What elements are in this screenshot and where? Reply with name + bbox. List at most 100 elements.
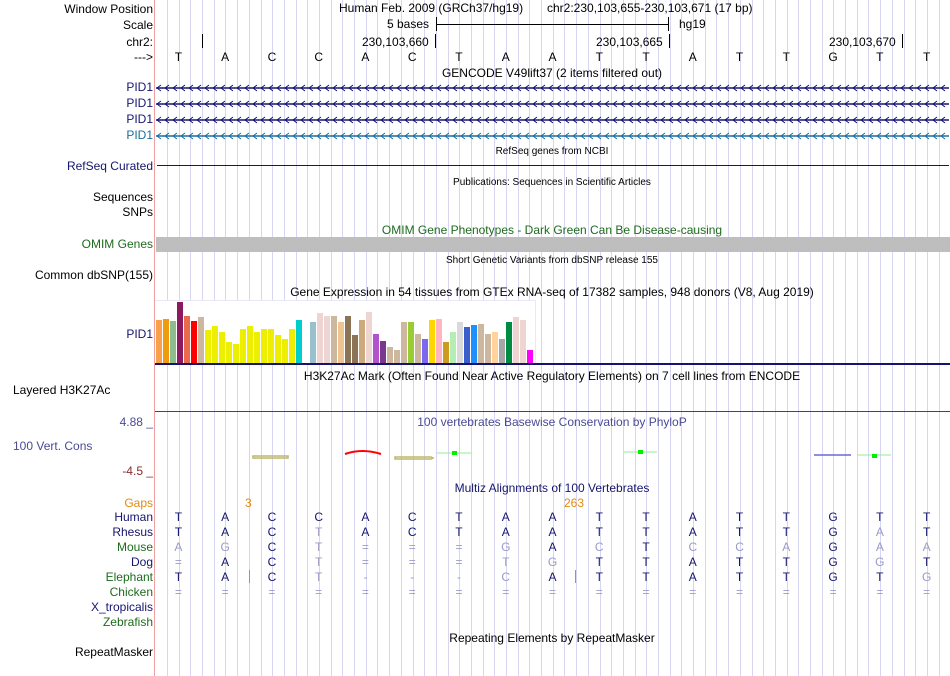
gencode-track-title[interactable]: GENCODE V49lift37 (2 items filtered out) (441, 66, 663, 80)
gencode-gene-arrow[interactable] (156, 82, 949, 94)
species-label[interactable]: Rhesus (112, 525, 153, 539)
species-label[interactable]: Zebrafish (102, 615, 153, 629)
gtex-tissue-bar[interactable] (443, 342, 449, 364)
gtex-tissue-bar[interactable] (471, 325, 477, 364)
alignment-base: = (455, 585, 463, 599)
gencode-item-label[interactable]: PID1 (126, 128, 153, 142)
refseq-gene-line[interactable] (157, 165, 949, 166)
dbsnp-track-title[interactable]: Short Genetic Variants from dbSNP releas… (446, 255, 658, 266)
gtex-tissue-bar[interactable] (527, 350, 533, 364)
omim-gene-bar[interactable] (156, 237, 950, 252)
gtex-tissue-bar[interactable] (380, 341, 386, 364)
gtex-tissue-bar[interactable] (513, 317, 519, 364)
gtex-tissue-bar[interactable] (247, 326, 253, 364)
gtex-tissue-bar[interactable] (317, 313, 323, 364)
gtex-tissue-bar[interactable] (233, 344, 239, 364)
gtex-tissue-bar[interactable] (205, 330, 211, 364)
h3k27ac-track-title[interactable]: H3K27Ac Mark (Often Found Near Active Re… (303, 369, 801, 383)
publications-label-line2[interactable]: SNPs (122, 205, 153, 219)
gtex-track-label[interactable]: PID1 (126, 327, 153, 341)
gtex-tissue-bar[interactable] (226, 342, 232, 364)
gtex-tissue-bar[interactable] (275, 335, 281, 364)
species-label[interactable]: Chicken (109, 585, 153, 599)
gtex-tissue-bar[interactable] (520, 320, 526, 364)
gtex-tissue-bar[interactable] (310, 322, 316, 364)
gtex-tissue-bar[interactable] (177, 302, 183, 364)
gtex-tissue-bar[interactable] (366, 312, 372, 364)
phylop-signal[interactable] (155, 440, 950, 470)
gtex-tissue-bar[interactable] (324, 316, 330, 364)
gencode-item-label[interactable]: PID1 (126, 96, 153, 110)
species-label[interactable]: Human (114, 510, 153, 524)
gtex-tissue-bar[interactable] (394, 350, 400, 364)
gtex-tissue-bar[interactable] (219, 332, 225, 364)
publications-track-title[interactable]: Publications: Sequences in Scientific Ar… (453, 177, 651, 188)
gtex-tissue-bar[interactable] (212, 326, 218, 364)
species-label[interactable]: Dog (130, 555, 153, 569)
gtex-tissue-bar[interactable] (422, 339, 428, 364)
gtex-tissue-bar[interactable] (457, 322, 463, 364)
gtex-tissue-bar[interactable] (156, 320, 162, 364)
species-label[interactable]: X_tropicalis (90, 600, 153, 614)
gtex-tissue-bar[interactable] (464, 327, 470, 364)
phylop-track-title[interactable]: 100 vertebrates Basewise Conservation by… (417, 415, 687, 429)
gtex-tissue-bar[interactable] (268, 329, 274, 364)
gtex-tissue-bar[interactable] (387, 347, 393, 364)
gtex-tissue-bar[interactable] (331, 316, 337, 364)
gtex-expression-chart[interactable] (155, 300, 536, 364)
gtex-tissue-bar[interactable] (429, 320, 435, 364)
gtex-tissue-bar[interactable] (240, 329, 246, 364)
gtex-tissue-bar[interactable] (401, 322, 407, 364)
gtex-tissue-bar[interactable] (436, 319, 442, 364)
gtex-tissue-bar[interactable] (478, 324, 484, 364)
omim-track-title[interactable]: OMIM Gene Phenotypes - Dark Green Can Be… (381, 223, 723, 237)
species-label[interactable]: Elephant (105, 570, 153, 584)
species-label[interactable]: Mouse (116, 540, 153, 554)
refseq-track-title[interactable]: RefSeq genes from NCBI (495, 146, 609, 157)
gtex-tissue-bar[interactable] (499, 339, 505, 364)
gtex-tissue-bar[interactable] (296, 320, 302, 364)
publications-label-line1[interactable]: Sequences (92, 190, 153, 204)
gtex-tissue-bar[interactable] (359, 320, 365, 364)
gtex-tissue-bar[interactable] (170, 321, 176, 364)
strand-label[interactable]: ---> (134, 50, 153, 64)
gencode-item-label[interactable]: PID1 (126, 80, 153, 94)
window-position-label[interactable]: Window Position (64, 2, 153, 16)
gtex-tissue-bar[interactable] (163, 319, 169, 364)
gtex-tissue-bar[interactable] (198, 317, 204, 364)
chrom-label[interactable]: chr2: (126, 35, 153, 49)
gtex-tissue-bar[interactable] (261, 329, 267, 364)
dbsnp-track-label[interactable]: Common dbSNP(155) (34, 268, 153, 282)
gtex-tissue-bar[interactable] (184, 316, 190, 364)
gtex-tissue-bar[interactable] (506, 322, 512, 364)
gencode-gene-arrow[interactable] (156, 130, 949, 142)
gtex-tissue-bar[interactable] (485, 334, 491, 364)
gtex-tissue-bar[interactable] (338, 322, 344, 364)
gtex-tissue-bar[interactable] (352, 335, 358, 364)
repeatmasker-track-title[interactable]: Repeating Elements by RepeatMasker (449, 631, 655, 645)
gtex-tissue-bar[interactable] (373, 334, 379, 364)
gtex-tissue-bar[interactable] (289, 329, 295, 364)
gtex-track-title[interactable]: Gene Expression in 54 tissues from GTEx … (290, 285, 814, 299)
alignment-base: = (315, 585, 323, 599)
gencode-gene-arrow[interactable] (156, 98, 949, 110)
omim-track-label[interactable]: OMIM Genes (81, 237, 153, 251)
gencode-gene-arrow[interactable] (156, 114, 949, 126)
gtex-tissue-bar[interactable] (450, 332, 456, 364)
scale-label[interactable]: Scale (122, 18, 153, 32)
grid-line (810, 0, 811, 676)
repeatmasker-track-label[interactable]: RepeatMasker (74, 645, 153, 659)
multiz-track-title[interactable]: Multiz Alignments of 100 Vertebrates (454, 481, 650, 495)
gtex-tissue-bar[interactable] (345, 316, 351, 364)
gtex-tissue-bar[interactable] (254, 332, 260, 364)
gtex-tissue-bar[interactable] (282, 339, 288, 364)
gtex-tissue-bar[interactable] (415, 334, 421, 364)
gaps-label[interactable]: Gaps (124, 496, 153, 510)
gtex-tissue-bar[interactable] (408, 322, 414, 364)
gtex-tissue-bar[interactable] (492, 332, 498, 364)
gtex-tissue-bar[interactable] (191, 321, 197, 364)
h3k27ac-track-label[interactable]: Layered H3K27Ac (13, 383, 111, 397)
gencode-item-label[interactable]: PID1 (126, 112, 153, 126)
phylop-track-label[interactable]: 100 Vert. Cons (13, 439, 93, 453)
refseq-track-label[interactable]: RefSeq Curated (66, 159, 153, 173)
